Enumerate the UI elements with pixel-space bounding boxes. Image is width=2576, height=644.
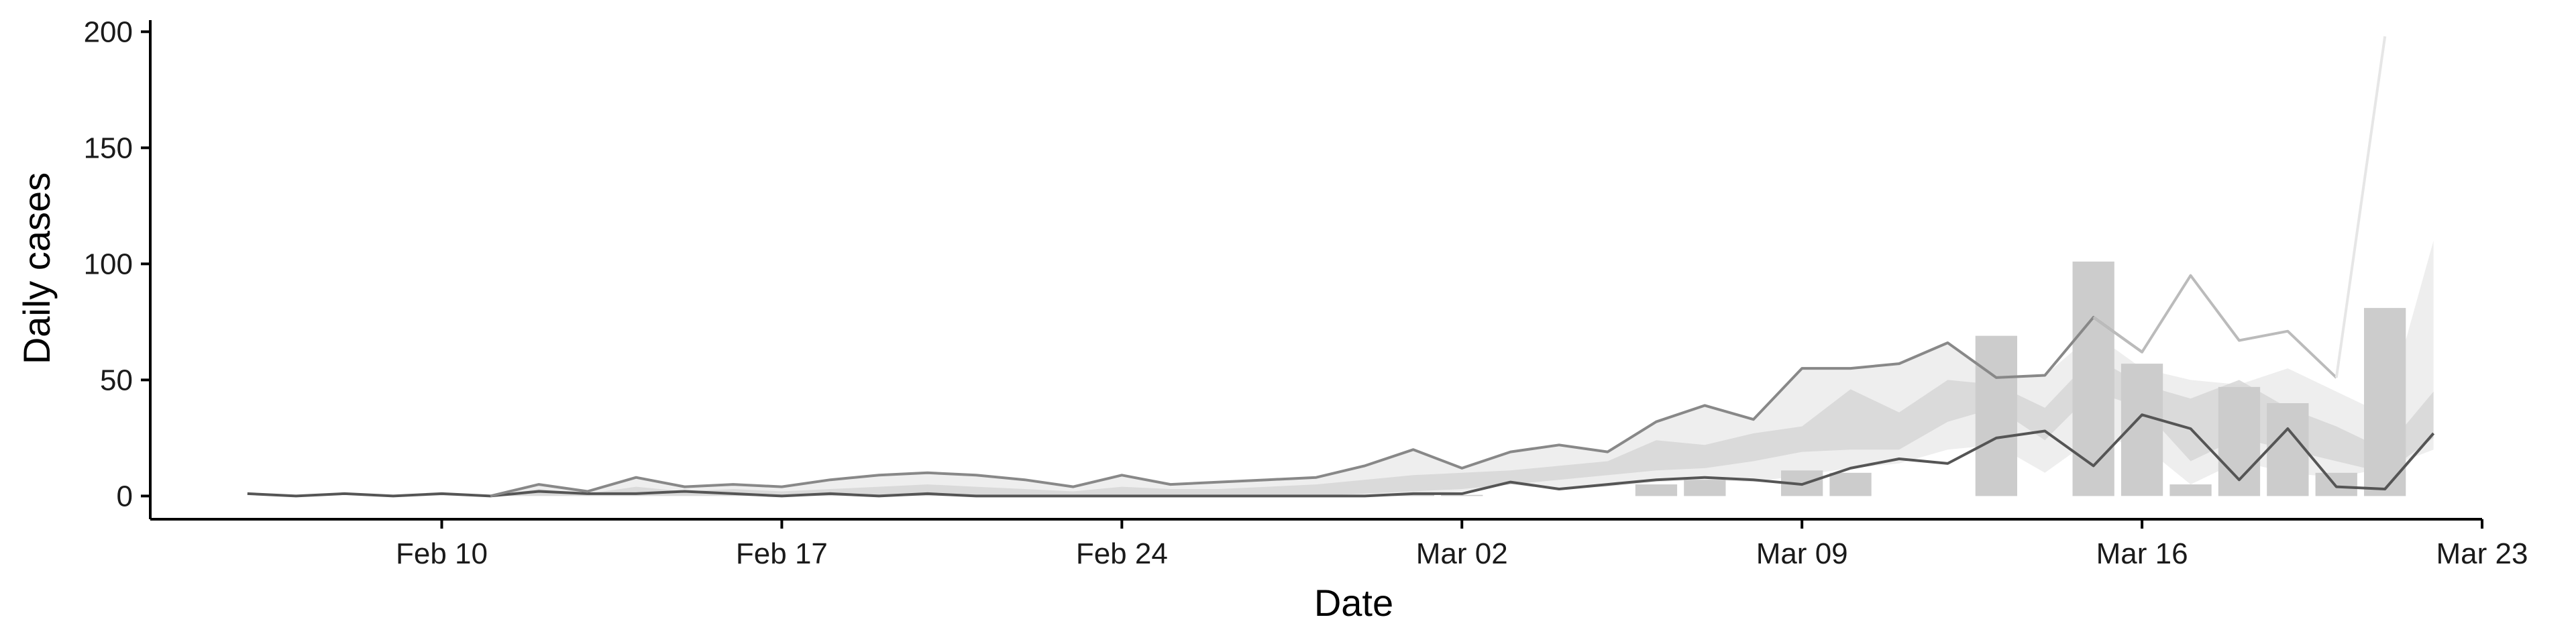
x-ticks: Feb 10 Feb 17 Feb 24 Mar 02 Mar 09 Mar 16 Mar … bbox=[396, 519, 2528, 570]
bar bbox=[2267, 403, 2309, 496]
series-line-line-light bbox=[2092, 274, 2338, 379]
series-line-line-faint bbox=[2334, 36, 2387, 378]
bars bbox=[1392, 261, 2406, 496]
bar bbox=[1635, 484, 1678, 496]
series-line-line-mid bbox=[490, 315, 2143, 498]
x-tick-label: Feb 24 bbox=[1076, 537, 1168, 570]
axes: 0 50 100 150 200 Feb 10 Feb 17 Feb 24 Mar 02 Mar… bbox=[84, 15, 2528, 570]
y-tick-label: 50 bbox=[100, 364, 133, 396]
bar bbox=[1829, 472, 1872, 496]
series-lines bbox=[247, 36, 2435, 498]
x-tick-label: Mar 09 bbox=[1756, 537, 1848, 570]
y-tick-label: 150 bbox=[84, 131, 133, 164]
bar bbox=[2072, 261, 2114, 496]
x-tick-label: Feb 17 bbox=[736, 537, 828, 570]
uncertainty-bands bbox=[247, 240, 2434, 496]
y-tick-label: 100 bbox=[84, 248, 133, 280]
bar bbox=[2315, 472, 2357, 496]
bar bbox=[1975, 335, 2017, 496]
y-axis-title: Daily cases bbox=[15, 172, 58, 364]
series-line-line-dark bbox=[247, 413, 2435, 498]
x-axis-title: Date bbox=[1314, 582, 1393, 624]
y-tick-label: 200 bbox=[84, 15, 133, 48]
bar bbox=[1684, 480, 1726, 496]
bar bbox=[2364, 308, 2406, 496]
x-tick-label: Mar 16 bbox=[2096, 537, 2188, 570]
y-ticks: 0 50 100 150 200 bbox=[84, 15, 150, 513]
x-tick-label: Feb 10 bbox=[396, 537, 488, 570]
x-tick-label: Mar 02 bbox=[1416, 537, 1508, 570]
bar bbox=[2169, 484, 2212, 496]
bar bbox=[1441, 494, 1483, 496]
y-tick-label: 0 bbox=[117, 480, 133, 513]
x-tick-label: Mar 23 bbox=[2436, 537, 2528, 570]
